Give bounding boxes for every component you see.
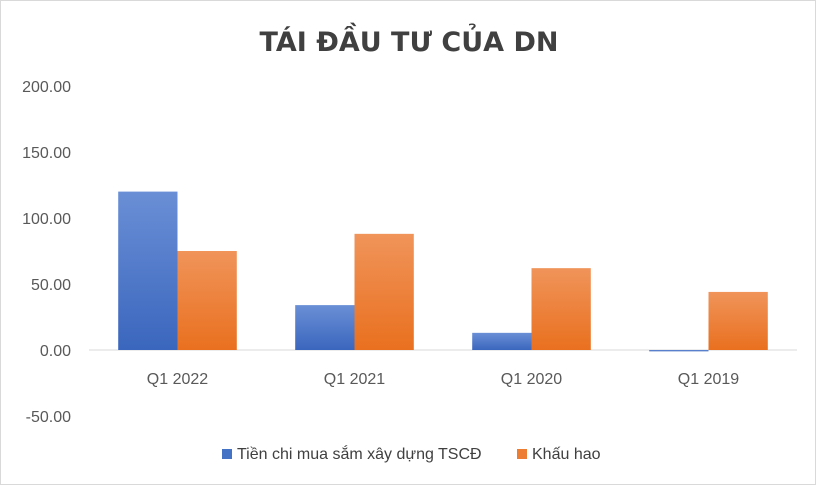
bar-khau-hao [354, 233, 414, 350]
y-tick-label: 200.00 [22, 79, 71, 96]
x-tick-label: Q1 2022 [147, 371, 208, 388]
bar-tien-chi-tscd [118, 191, 178, 350]
bar-tien-chi-tscd [295, 305, 355, 350]
bar-tien-chi-tscd [472, 332, 532, 350]
legend-swatch [517, 449, 527, 459]
legend-label: Tiền chi mua sắm xây dựng TSCĐ [237, 444, 482, 463]
chart-title: TÁI ĐẦU TƯ CỦA DN [260, 22, 559, 58]
legend: Tiền chi mua sắm xây dựng TSCĐ Khấu hao [222, 444, 601, 463]
bar-khau-hao [177, 251, 237, 350]
y-tick-label: -50.00 [26, 409, 71, 426]
bar-khau-hao [531, 268, 591, 350]
x-tick-label: Q1 2020 [501, 371, 562, 388]
y-tick-label: 0.00 [40, 343, 71, 360]
bar-khau-hao [708, 291, 768, 350]
bars-group [118, 191, 768, 352]
legend-swatch [222, 449, 232, 459]
y-axis-tick-labels: 200.00 150.00 100.00 50.00 0.00 -50.00 [22, 79, 71, 426]
y-tick-label: 150.00 [22, 145, 71, 162]
legend-label: Khấu hao [532, 446, 601, 463]
y-tick-label: 100.00 [22, 211, 71, 228]
x-tick-label: Q1 2021 [324, 371, 385, 388]
bar-tien-chi-tscd [649, 350, 709, 352]
x-tick-label: Q1 2019 [678, 371, 739, 388]
y-tick-label: 50.00 [31, 277, 71, 294]
x-axis-tick-labels: Q1 2022 Q1 2021 Q1 2020 Q1 2019 [147, 371, 739, 388]
